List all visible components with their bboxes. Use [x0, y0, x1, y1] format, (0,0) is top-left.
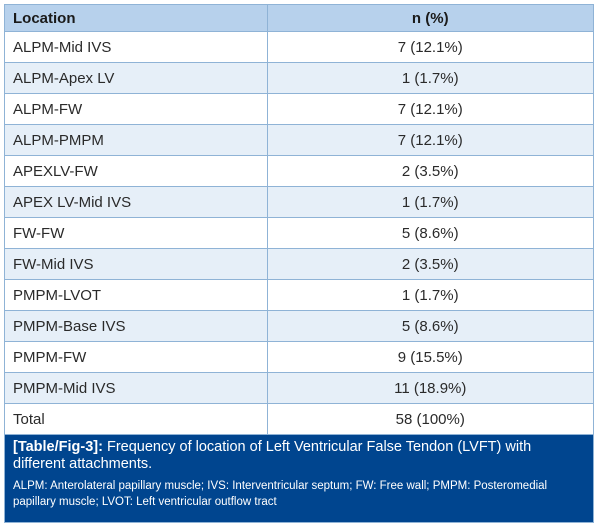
header-n-percent: n (%) — [267, 5, 593, 32]
cell-n-percent: 1 (1.7%) — [267, 279, 593, 311]
cell-location: ALPM-FW — [5, 93, 268, 125]
header-location: Location — [5, 5, 268, 32]
table-row: FW-Mid IVS 2 (3.5%) — [5, 248, 593, 280]
table-row: Total 58 (100%) — [5, 403, 593, 435]
cell-location: PMPM-Mid IVS — [5, 372, 268, 404]
cell-n-percent: 2 (3.5%) — [267, 155, 593, 187]
cell-n-percent: 7 (12.1%) — [267, 124, 593, 156]
cell-location: FW-FW — [5, 217, 268, 249]
table-row: APEX LV-Mid IVS 1 (1.7%) — [5, 186, 593, 218]
header-row: Location n (%) — [5, 5, 593, 32]
table-row: FW-FW 5 (8.6%) — [5, 217, 593, 249]
table-row: ALPM-Apex LV 1 (1.7%) — [5, 62, 593, 94]
frequency-table: Location n (%) ALPM-Mid IVS 7 (12.1%) ALPM… — [5, 5, 593, 435]
cell-n-percent: 1 (1.7%) — [267, 62, 593, 94]
table-row: PMPM-Base IVS 5 (8.6%) — [5, 310, 593, 342]
table-row: PMPM-FW 9 (15.5%) — [5, 341, 593, 373]
table-row: APEXLV-FW 2 (3.5%) — [5, 155, 593, 187]
cell-location: PMPM-Base IVS — [5, 310, 268, 342]
cell-location: PMPM-FW — [5, 341, 268, 373]
caption-tag: [Table/Fig-3]: — [13, 439, 103, 455]
cell-location: ALPM-Mid IVS — [5, 31, 268, 63]
table-body: ALPM-Mid IVS 7 (12.1%) ALPM-Apex LV 1 (1.7%… — [5, 31, 593, 435]
cell-n-percent: 5 (8.6%) — [267, 310, 593, 342]
caption-main: [Table/Fig-3]: Frequency of location of … — [13, 439, 585, 473]
cell-location: ALPM-PMPM — [5, 124, 268, 156]
cell-n-percent: 11 (18.9%) — [267, 372, 593, 404]
table-row: ALPM-Mid IVS 7 (12.1%) — [5, 31, 593, 63]
table-row: PMPM-Mid IVS 11 (18.9%) — [5, 372, 593, 404]
cell-n-percent: 7 (12.1%) — [267, 93, 593, 125]
cell-location: PMPM-LVOT — [5, 279, 268, 311]
cell-n-percent: 58 (100%) — [267, 403, 593, 435]
caption-text: Frequency of location of Left Ventricula… — [13, 439, 532, 472]
cell-location: APEXLV-FW — [5, 155, 268, 187]
table-row: PMPM-LVOT 1 (1.7%) — [5, 279, 593, 311]
cell-location: ALPM-Apex LV — [5, 62, 268, 94]
figure-caption: [Table/Fig-3]: Frequency of location of … — [5, 435, 593, 522]
table-row: ALPM-PMPM 7 (12.1%) — [5, 124, 593, 156]
table-row: ALPM-FW 7 (12.1%) — [5, 93, 593, 125]
cell-location: APEX LV-Mid IVS — [5, 186, 268, 218]
table-header: Location n (%) — [5, 5, 593, 32]
cell-location: Total — [5, 403, 268, 435]
cell-n-percent: 5 (8.6%) — [267, 217, 593, 249]
cell-n-percent: 9 (15.5%) — [267, 341, 593, 373]
caption-abbreviations: ALPM: Anterolateral papillary muscle; IV… — [13, 480, 548, 508]
cell-n-percent: 7 (12.1%) — [267, 31, 593, 63]
table-figure: Location n (%) ALPM-Mid IVS 7 (12.1%) ALPM… — [4, 4, 594, 523]
cell-n-percent: 2 (3.5%) — [267, 248, 593, 280]
cell-n-percent: 1 (1.7%) — [267, 186, 593, 218]
cell-location: FW-Mid IVS — [5, 248, 268, 280]
